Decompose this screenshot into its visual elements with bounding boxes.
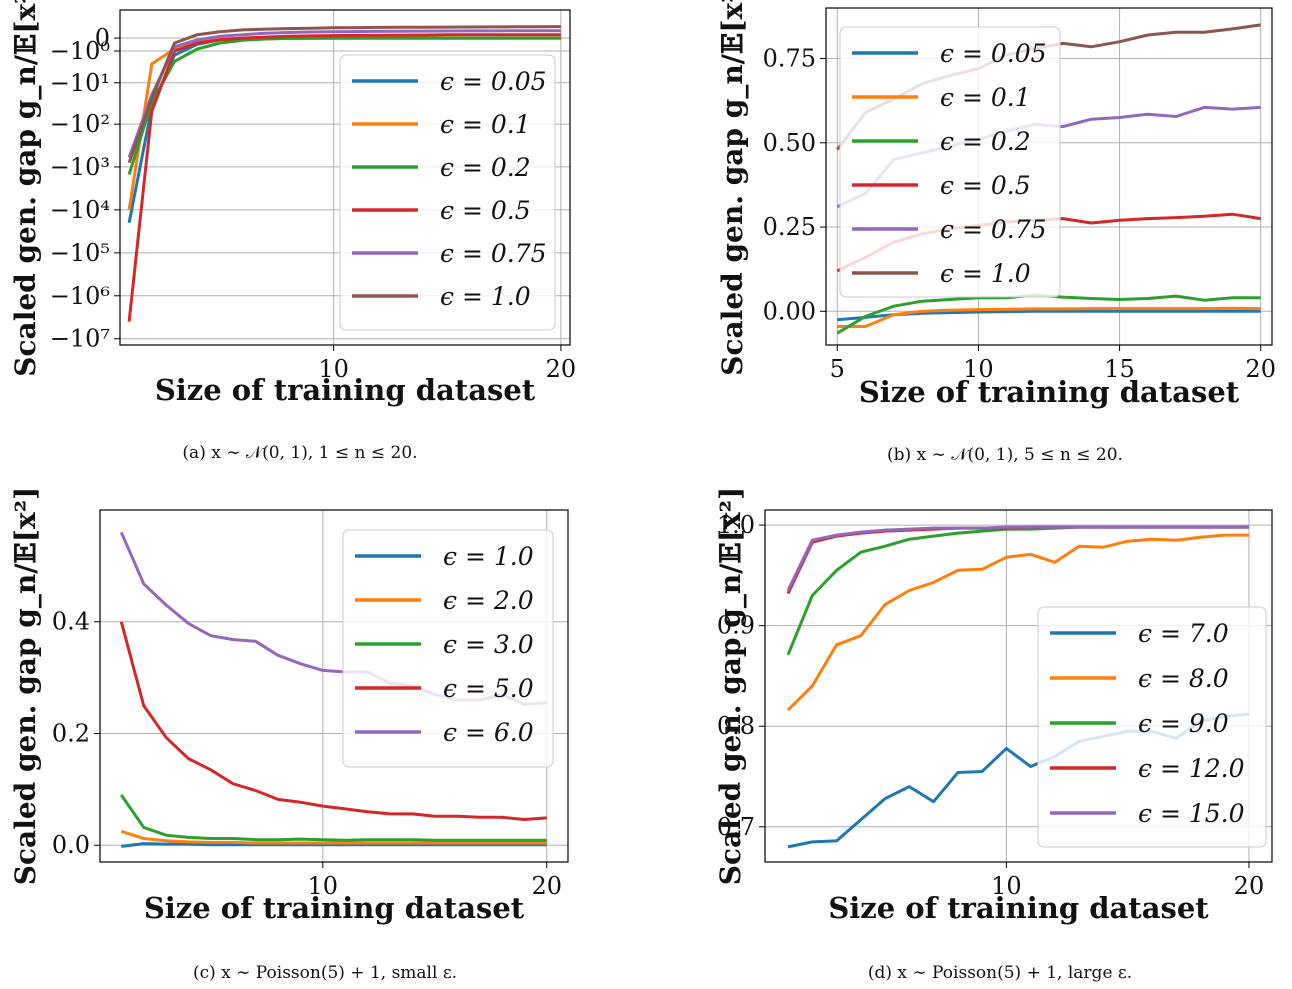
panel-d: 10 20 0.7 0.8 0.9 1.0 Size of training dataset… [714, 487, 1273, 983]
y-tick-label: 0.9 [717, 612, 755, 640]
legend-label: ϵ = 0.1 [440, 110, 531, 139]
y-tick-label: 0.4 [52, 608, 90, 636]
legend-label: ϵ = 0.05 [440, 67, 547, 96]
y-tick-label: 1.0 [717, 511, 755, 539]
legend-label: ϵ = 0.75 [940, 215, 1047, 244]
panel-b: 5 10 15 20 0.00 0.25 0.50 0.75 Size of training … [716, 0, 1276, 465]
y-tick-label: 0.8 [717, 712, 755, 740]
legend-label: ϵ = 1.0 [940, 259, 1031, 288]
plot-frame [825, 7, 1273, 346]
legend-label: ϵ = 0.5 [440, 196, 531, 225]
series-line-3 [127, 33, 561, 322]
series-line-5 [127, 25, 561, 164]
series-line-4 [786, 525, 1249, 592]
legend-label: ϵ = 12.0 [1138, 754, 1245, 783]
legend-label: ϵ = 1.0 [440, 282, 531, 311]
series-line-1 [120, 829, 547, 845]
panel-caption: (d) x ∼ Poisson(5) + 1, large ε. [868, 963, 1132, 983]
legend-label: ϵ = 1.0 [443, 542, 534, 571]
legend-label: ϵ = 2.0 [443, 586, 534, 615]
x-axis-label: Size of training dataset [828, 891, 1209, 925]
legend-label: ϵ = 0.2 [940, 127, 1031, 156]
y-tick-label: 0.75 [763, 45, 816, 73]
panel-a: 10 20 0−10⁰ −10¹ −10² −10³ −10⁴ −10⁵ −10⁶ −10⁷ Siz… [9, 0, 576, 463]
y-tick-label: −10³ [50, 153, 110, 181]
y-tick-label: −10⁴ [50, 196, 110, 224]
x-tick-label: 10 [963, 355, 994, 383]
y-tick-label: −10⁰ [50, 37, 110, 65]
panel-caption: (c) x ∼ Poisson(5) + 1, small ε. [193, 963, 457, 983]
x-tick-label: 5 [830, 355, 845, 383]
legend-label: ϵ = 15.0 [1138, 799, 1245, 828]
x-tick-label: 20 [531, 872, 562, 900]
plot-frame [99, 509, 569, 863]
series-line-4 [127, 29, 561, 158]
y-tick-label: −10⁷ [50, 325, 110, 353]
y-tick-label: −10² [50, 110, 110, 138]
series-line-2 [127, 36, 561, 175]
legend-box [342, 529, 554, 768]
legend-label: ϵ = 0.1 [940, 83, 1031, 112]
x-tick-label: 20 [1245, 355, 1276, 383]
y-tick-label: 0.0 [52, 831, 90, 859]
legend-label: ϵ = 9.0 [1138, 709, 1229, 738]
panel-c: 10 20 0.0 0.2 0.4 Size of training dataset Sca… [9, 487, 569, 983]
y-tick-label: −10¹ [50, 69, 110, 97]
legend-label: ϵ = 5.0 [443, 674, 534, 703]
series-line-3 [786, 525, 1249, 595]
x-axis-label: Size of training dataset [144, 891, 525, 925]
x-tick-label: 15 [1104, 355, 1135, 383]
x-tick-label: 20 [1234, 872, 1265, 900]
y-axis-label: Scaled gen. gap g_n/𝔼[x²] [9, 487, 42, 885]
y-tick-label: −10⁶ [50, 282, 110, 310]
plot-frame [119, 9, 571, 346]
y-tick-label: 0.00 [763, 297, 816, 325]
legend: ϵ = 0.05 ϵ = 0.1 ϵ = 0.2 ϵ = 0.5 ϵ = 0.75 ϵ =… [839, 26, 1061, 298]
x-tick-label: 10 [308, 872, 339, 900]
series-line-3 [119, 621, 547, 821]
y-tick-label: 0.7 [717, 813, 755, 841]
series-line-2 [120, 794, 547, 842]
y-tick-label: 0.50 [763, 129, 816, 157]
x-tick-label: 10 [991, 872, 1022, 900]
panel-caption: (b) x ∼ 𝒩(0, 1), 5 ≤ n ≤ 20. [887, 445, 1123, 465]
x-axis-label: Size of training dataset [155, 373, 536, 407]
x-axis-label: Size of training dataset [859, 375, 1240, 409]
legend-box [1037, 606, 1267, 848]
legend-label: ϵ = 0.75 [440, 239, 547, 268]
legend-label: ϵ = 7.0 [1138, 619, 1229, 648]
y-axis-label: Scaled gen. gap g_n/𝔼[x²] [714, 487, 747, 885]
plot-frame [764, 509, 1273, 863]
y-tick-label: −10⁵ [50, 239, 110, 267]
legend-label: ϵ = 0.05 [940, 39, 1047, 68]
x-tick-label: 20 [546, 355, 577, 383]
series-line-0 [121, 842, 547, 848]
legend-label: ϵ = 6.0 [443, 718, 534, 747]
legend-label: ϵ = 0.2 [440, 153, 531, 182]
y-axis-label: Scaled gen. gap g_n/𝔼[x²] [9, 0, 42, 377]
legend-label: ϵ = 0.5 [940, 171, 1031, 200]
legend-label: ϵ = 3.0 [443, 630, 534, 659]
y-tick-label: 0.25 [763, 213, 816, 241]
y-tick-label: 0.2 [52, 719, 90, 747]
legend: ϵ = 7.0 ϵ = 8.0 ϵ = 9.0 ϵ = 12.0 ϵ = 15.0 [1037, 606, 1267, 848]
legend-label: ϵ = 8.0 [1138, 664, 1229, 693]
x-tick-label: 10 [318, 355, 349, 383]
legend: ϵ = 0.05 ϵ = 0.1 ϵ = 0.2 ϵ = 0.5 ϵ = 0.75 ϵ =… [339, 54, 556, 331]
y-axis-label: Scaled gen. gap g_n/𝔼[x²] [716, 0, 749, 376]
series-line-1 [786, 533, 1249, 712]
panel-caption: (a) x ∼ 𝒩(0, 1), 1 ≤ n ≤ 20. [182, 443, 417, 463]
y-tick-label: 0 [95, 24, 110, 52]
series-line-1 [837, 306, 1261, 328]
legend: ϵ = 1.0 ϵ = 2.0 ϵ = 3.0 ϵ = 5.0 ϵ = 6.0 [342, 529, 554, 768]
